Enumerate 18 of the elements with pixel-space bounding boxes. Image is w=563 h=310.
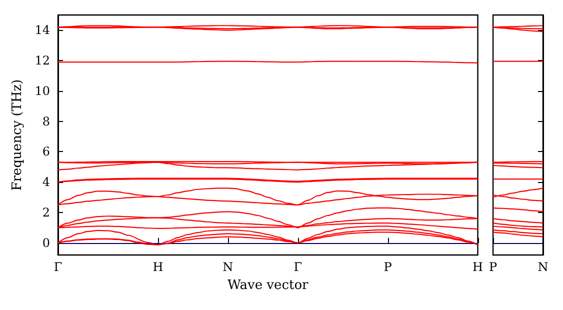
x-tick-label: Γ <box>54 260 62 274</box>
x-axis-title: Wave vector <box>228 278 310 293</box>
y-tick-label: 14 <box>34 23 50 38</box>
y-tick-label: 8 <box>42 114 50 128</box>
x-tick-label: Γ <box>294 260 302 274</box>
y-tick-label: 4 <box>42 175 50 190</box>
y-tick-label: 2 <box>42 205 50 220</box>
y-tick-label: 0 <box>42 236 50 250</box>
x-tick-label: N <box>222 260 234 274</box>
x-tick-label: H <box>152 260 164 274</box>
y-tick-label: 10 <box>34 84 50 98</box>
x-tick-label: P <box>384 260 392 274</box>
x-tick-label: N <box>538 260 548 274</box>
x-tick-label: P <box>489 260 498 274</box>
y-tick-label: 6 <box>42 144 50 159</box>
y-tick-label: 12 <box>34 54 50 68</box>
x-tick-label: H <box>472 260 483 274</box>
y-axis-title: Frequency (THz) <box>10 79 25 191</box>
